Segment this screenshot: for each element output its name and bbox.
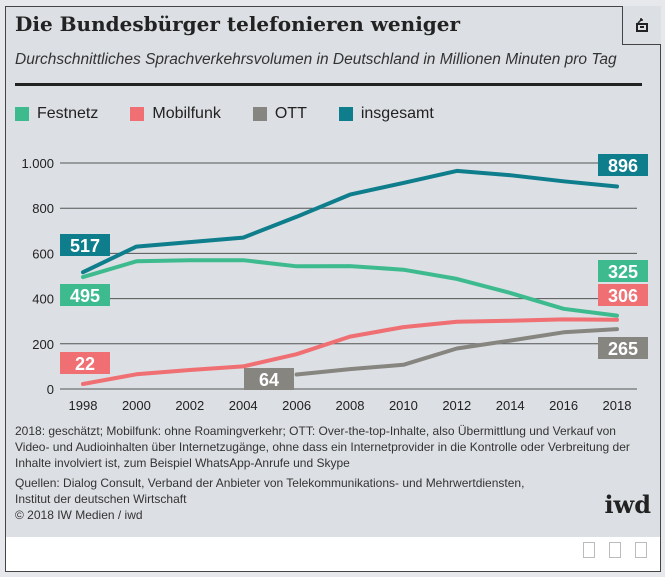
legend-item-festnetz: Festnetz bbox=[15, 105, 98, 123]
y-tick-label: 600 bbox=[32, 246, 54, 261]
sources-line: Quellen: Dialog Consult, Verband der Anb… bbox=[15, 476, 525, 490]
series-line-ott bbox=[294, 327, 619, 377]
y-tick-label: 400 bbox=[32, 292, 54, 307]
data-label-box bbox=[598, 260, 648, 282]
data-label-box bbox=[598, 154, 648, 176]
embed-icon[interactable] bbox=[635, 542, 647, 558]
line-chart: 0 200 400 600 800 1.000 1998 2000 2002 2004 2006 20… bbox=[21, 154, 648, 413]
legend-swatch bbox=[130, 107, 145, 121]
x-tick-label: 2010 bbox=[389, 398, 418, 413]
x-tick-label: 2016 bbox=[549, 398, 578, 413]
data-label: 64 bbox=[259, 370, 279, 390]
data-label: 265 bbox=[608, 339, 638, 359]
chart-notes: 2018: geschätzt; Mobilfunk: ohne Roaming… bbox=[15, 424, 630, 470]
share-button[interactable] bbox=[622, 6, 661, 45]
data-label-box bbox=[244, 368, 294, 390]
data-label-box bbox=[60, 234, 110, 256]
chart-title: Die Bundesbürger telefonieren weniger bbox=[15, 12, 461, 36]
sources: Quellen: Dialog Consult, Verband der Anb… bbox=[15, 475, 524, 523]
data-label-box bbox=[60, 284, 110, 306]
legend-label: Mobilfunk bbox=[152, 105, 221, 122]
series-line-insgesamt bbox=[81, 168, 619, 275]
x-tick-label: 1998 bbox=[69, 398, 98, 413]
data-label-box bbox=[598, 337, 648, 359]
legend-label: OTT bbox=[274, 105, 307, 122]
infographic-card bbox=[5, 6, 661, 572]
legend-swatch bbox=[338, 107, 353, 121]
y-tick-label: 800 bbox=[32, 201, 54, 216]
legend-label: Festnetz bbox=[37, 105, 99, 122]
embed-icon[interactable] bbox=[583, 542, 595, 558]
x-tick-label: 2002 bbox=[175, 398, 204, 413]
legend-item-insgesamt: insgesamt bbox=[338, 105, 434, 123]
legend: Festnetz Mobilfunk OTT insgesamt bbox=[15, 105, 466, 123]
data-label: 22 bbox=[75, 354, 95, 374]
data-label: 306 bbox=[608, 286, 638, 306]
copyright: © 2018 IW Medien / iwd bbox=[15, 508, 143, 522]
x-tick-label: 2006 bbox=[282, 398, 311, 413]
data-label: 495 bbox=[70, 286, 100, 306]
y-tick-label: 200 bbox=[32, 337, 54, 352]
x-tick-label: 2014 bbox=[496, 398, 525, 413]
iwd-logo: iwd bbox=[604, 490, 651, 519]
x-tick-label: 2012 bbox=[442, 398, 471, 413]
title-rule bbox=[15, 83, 642, 86]
share-icon bbox=[636, 18, 648, 32]
data-label-box bbox=[598, 284, 648, 306]
legend-swatch bbox=[15, 107, 29, 121]
legend-item-mobilfunk: Mobilfunk bbox=[130, 105, 221, 123]
x-tick-label: 2018 bbox=[603, 398, 632, 413]
x-tick-label: 2000 bbox=[122, 398, 151, 413]
data-label-box bbox=[60, 352, 110, 374]
x-tick-label: 2004 bbox=[229, 398, 258, 413]
legend-label: insgesamt bbox=[360, 105, 434, 122]
legend-swatch bbox=[252, 107, 267, 121]
sources-line: Institut der deutschen Wirtschaft bbox=[15, 492, 187, 506]
chart-subtitle: Durchschnittliches Sprachverkehrsvolumen… bbox=[15, 51, 617, 68]
data-label: 325 bbox=[608, 262, 638, 282]
y-tick-label: 0 bbox=[47, 382, 54, 397]
series-line-mobilfunk bbox=[81, 317, 619, 386]
data-label: 896 bbox=[608, 156, 638, 176]
bottom-bar bbox=[6, 537, 660, 571]
data-label: 517 bbox=[70, 236, 100, 256]
embed-icon[interactable] bbox=[609, 542, 621, 558]
x-tick-label: 2008 bbox=[336, 398, 365, 413]
series-line-festnetz bbox=[81, 258, 619, 318]
y-tick-label: 1.000 bbox=[21, 156, 54, 171]
legend-item-ott: OTT bbox=[252, 105, 307, 123]
